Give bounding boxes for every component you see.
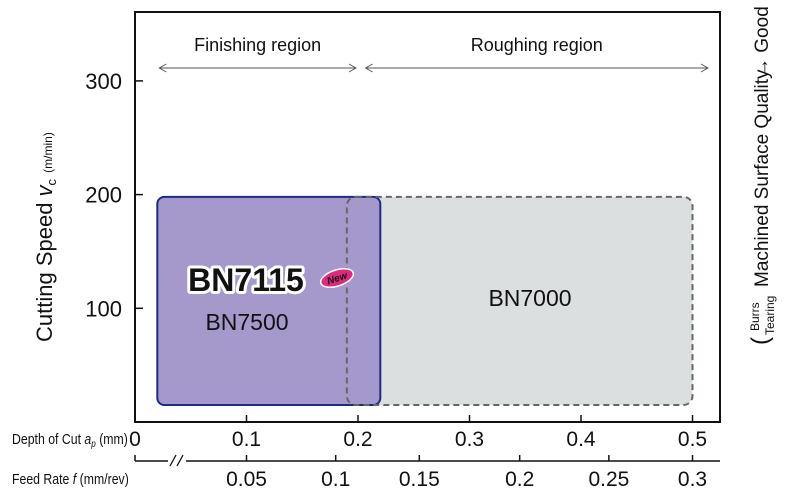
feed-tick-label: 0.1	[321, 468, 350, 491]
burrs-label: Burrs	[748, 302, 762, 331]
plot-frame	[134, 11, 721, 423]
good-arrow-label: → Good	[752, 6, 773, 77]
region-roughing: Roughing region	[364, 35, 710, 73]
y-axis-label: Cutting Speed vc (m/min)	[32, 132, 59, 342]
y-tick-label: 100	[85, 296, 122, 321]
x-tick-label: 0.4	[566, 428, 596, 451]
area-bn7000-border	[345, 195, 694, 406]
new-badge: New	[319, 268, 355, 288]
region-layer: Finishing region Roughing region	[158, 35, 710, 73]
tearing-label: Tearing	[763, 296, 777, 335]
quality-title: Machined Surface Quality	[752, 69, 773, 287]
area-bn7000	[346, 196, 693, 405]
feed-tick-label: 0.15	[399, 468, 440, 491]
highlight-bn7115: BN7115	[188, 262, 304, 298]
x-tick-label: 0.5	[678, 428, 707, 451]
axis-break-icon	[169, 454, 184, 467]
x-tick-label: 0	[129, 428, 141, 451]
feed-tick-label: 0.3	[678, 468, 707, 491]
x-tick-label: 0.3	[455, 428, 484, 451]
feed-rate-axis-label: Feed Rate f (mm/rev)	[12, 471, 129, 487]
series-label-bn7500: BN7500	[205, 309, 288, 335]
region-label: Finishing region	[194, 35, 321, 55]
area-bn7500	[156, 195, 382, 406]
y-tick-label: 200	[85, 183, 122, 208]
region-label: Roughing region	[471, 35, 603, 55]
x-tick-label: 0.2	[343, 428, 372, 451]
y-tick-label: 300	[85, 69, 122, 94]
surface-quality-label: ( Burrs Tearing Machined Surface Quality…	[747, 6, 777, 345]
x-tick-label: 0.1	[232, 428, 261, 451]
feed-rate-axis: 0.05 0.1 0.15 0.2 0.25 0.3	[134, 454, 720, 491]
feed-tick-label: 0.05	[226, 468, 267, 491]
area-layer: BN7500 BN7000 BN7115 New	[156, 195, 694, 406]
series-label-bn7000: BN7000	[488, 285, 571, 311]
feed-tick-label: 0.25	[588, 468, 629, 491]
feed-tick-label: 0.2	[505, 468, 534, 491]
svg-text:(: (	[747, 337, 774, 345]
x-axis-label: Depth of Cut ap (mm)	[12, 431, 128, 449]
region-finishing: Finishing region	[158, 35, 358, 73]
